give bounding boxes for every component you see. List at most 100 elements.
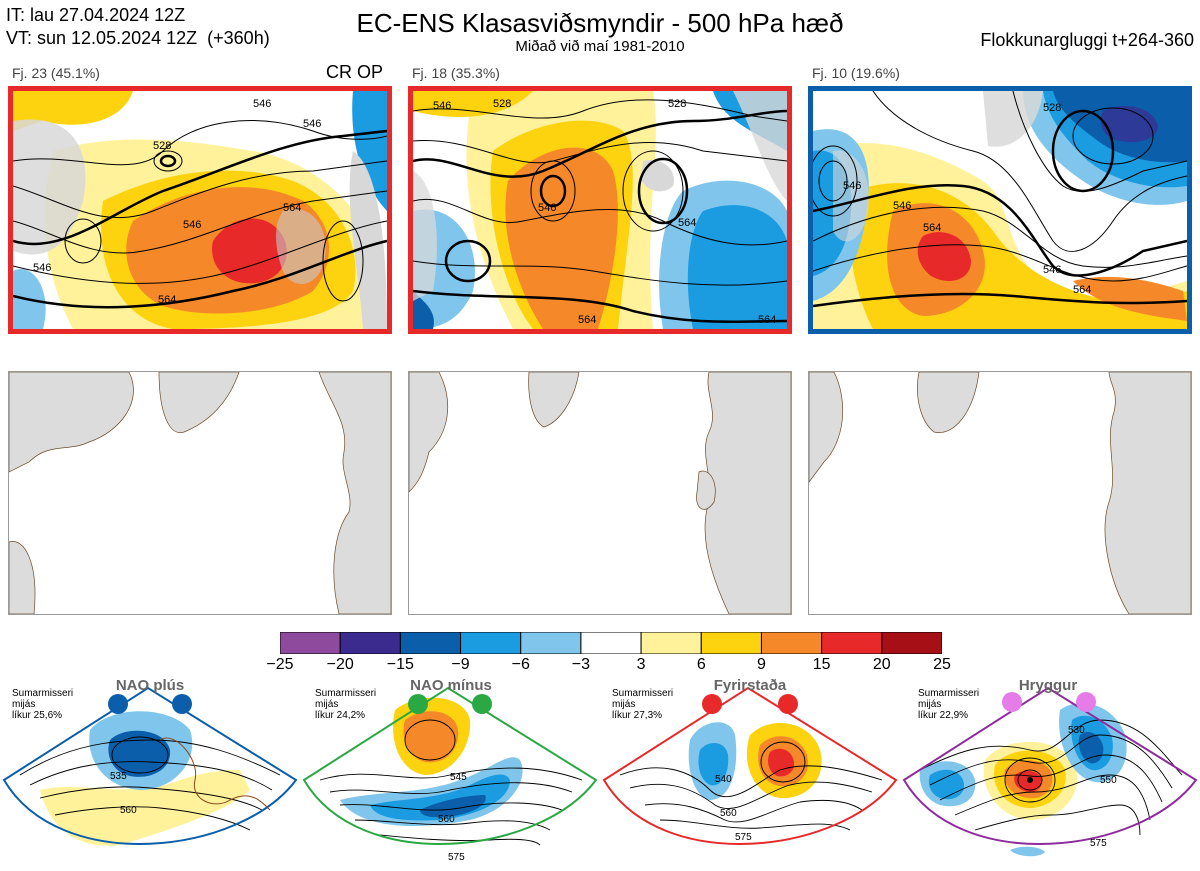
page-title: EC-ENS Klasasviðsmyndir - 500 hPa hæð xyxy=(356,8,844,38)
regime-3-marker xyxy=(778,694,798,714)
colorbar-tick-label: 15 xyxy=(812,656,831,673)
regime-2-marker xyxy=(408,694,428,714)
regime-2-level: 560 xyxy=(438,814,455,825)
cluster-1-label: Fj. 23 (45.1%) xyxy=(12,65,100,81)
regime-nao-minus: 545 560 575 xyxy=(300,680,600,870)
regime-blocking: 540 560 575 xyxy=(600,680,900,870)
cluster-2-contour-label: 528 xyxy=(668,98,686,110)
colorbar-tick-label: 25 xyxy=(933,656,951,673)
colorbar-swatch xyxy=(640,632,702,654)
cluster-2-label: Fj. 18 (35.3%) xyxy=(412,65,500,81)
cluster-3-contour-label: 546 xyxy=(843,180,861,192)
cluster-2-contour-label: 546 xyxy=(538,202,556,214)
regime-3-season: Sumarmisseri xyxy=(612,688,674,699)
regime-1-method: mijás xyxy=(12,699,36,710)
regime-4-info: Sumarmisseri mijás líkur 22,9% xyxy=(918,688,998,721)
cluster-1-contour-label: 546 xyxy=(33,262,51,274)
colorbar-swatch xyxy=(821,632,883,654)
cluster-2-anomaly-map: 546 528 528 546 564 564 564 xyxy=(413,91,787,329)
regime-1-level: 535 xyxy=(110,771,127,782)
regime-1-probability: líkur 25,6% xyxy=(12,710,63,721)
cluster-1-badge: CR OP xyxy=(326,62,384,82)
regime-1-level: 560 xyxy=(120,805,137,816)
colorbar-tick-label: 6 xyxy=(696,656,706,673)
regime-1-info: Sumarmisseri mijás líkur 25,6% xyxy=(12,688,92,721)
cluster-2-contour-label: 564 xyxy=(578,314,596,326)
anomaly-colorbar xyxy=(280,632,942,654)
colorbar-tick-label: −15 xyxy=(386,656,414,673)
cluster-2-contour-label: 528 xyxy=(493,98,511,110)
valid-time: VT: sun 12.05.2024 12Z xyxy=(6,28,198,48)
colorbar-tick-label: −3 xyxy=(571,656,591,673)
colorbar-swatch xyxy=(700,632,762,654)
colorbar-tick-label: −25 xyxy=(266,656,294,673)
base-map-2-land xyxy=(409,372,791,614)
base-map-1-land xyxy=(9,372,391,614)
regime-3-method: mijás xyxy=(612,699,636,710)
regime-nao-plus: 535 560 xyxy=(0,680,300,870)
colorbar-swatch xyxy=(580,632,642,654)
regime-4-season: Sumarmisseri xyxy=(918,688,980,699)
valid-time-row: VT: sun 12.05.2024 12Z (+360h) xyxy=(6,27,270,50)
cluster-2-contour-label: 564 xyxy=(678,217,696,229)
regime-4-level: 530 xyxy=(1068,725,1085,736)
cluster-3-contour-label: 546 xyxy=(1043,264,1061,276)
colorbar-swatch xyxy=(881,632,942,654)
cluster-2-map: 546 528 528 546 564 564 564 xyxy=(408,86,792,334)
colorbar-tick-label: 9 xyxy=(757,656,766,673)
init-time: IT: lau 27.04.2024 12Z xyxy=(6,5,186,25)
regime-3-level: 560 xyxy=(720,808,737,819)
regime-2-marker xyxy=(472,694,492,714)
regime-4-marker xyxy=(1076,692,1096,712)
regime-4-title: Hryggur xyxy=(1018,677,1078,694)
colorbar-tick-label: −20 xyxy=(326,656,354,673)
regime-2-level: 545 xyxy=(450,772,467,783)
colorbar-swatch xyxy=(339,632,401,654)
regime-3-info: Sumarmisseri mijás líkur 27,3% xyxy=(612,688,692,721)
page-subtitle: Miðað við maí 1981-2010 xyxy=(515,38,685,55)
cluster-1-contour-label: 546 xyxy=(183,219,201,231)
regime-2-level: 575 xyxy=(448,852,465,863)
regime-3-level: 540 xyxy=(715,774,732,785)
regime-1-marker xyxy=(108,694,128,714)
cluster-3-contour-label: 528 xyxy=(1043,102,1061,114)
cluster-3-contour-label: 546 xyxy=(893,200,911,212)
clustering-window: Flokkunargluggi t+264-360 xyxy=(980,30,1194,50)
lead-time: (+360h) xyxy=(207,28,270,48)
regime-1-title: NAO plús xyxy=(115,677,185,694)
cluster-1-contour-label: 528 xyxy=(153,140,171,152)
regime-4-level: 575 xyxy=(1090,838,1107,849)
cluster-3-label: Fj. 10 (19.6%) xyxy=(812,65,900,81)
cluster-3-contour-label: 564 xyxy=(923,222,941,234)
regime-2-title: NAO mínus xyxy=(410,677,492,694)
colorbar-tick-label: 20 xyxy=(872,656,891,673)
regime-3-title: Fyrirstaða xyxy=(713,677,787,694)
regime-4-level: 550 xyxy=(1100,775,1117,786)
regime-4-marker xyxy=(1002,692,1022,712)
regime-3-level: 575 xyxy=(735,832,752,843)
regime-1-season: Sumarmisseri xyxy=(12,688,74,699)
regime-4-method: mijás xyxy=(918,699,942,710)
cluster-3-contour-label: 564 xyxy=(1073,284,1091,296)
cluster-1-contour-label: 564 xyxy=(283,202,301,214)
base-map-1 xyxy=(8,371,392,615)
colorbar-tick-label: −6 xyxy=(511,656,530,673)
regime-1-marker xyxy=(172,694,192,714)
cluster-1-contour-label: 546 xyxy=(303,118,321,130)
base-map-2 xyxy=(408,371,792,615)
cluster-3-map: 546 528 546 564 546 564 xyxy=(808,86,1192,334)
regime-3-probability: líkur 27,3% xyxy=(612,710,663,721)
colorbar-swatch xyxy=(460,632,522,654)
cluster-1-anomaly-map: 546 528 546 546 564 564 546 xyxy=(13,91,387,329)
colorbar-swatch xyxy=(520,632,582,654)
cluster-1-contour-label: 546 xyxy=(253,98,271,110)
regime-3-marker xyxy=(702,694,722,714)
cluster-1-contour-label: 564 xyxy=(158,294,176,306)
regime-4-probability: líkur 22,9% xyxy=(918,710,969,721)
base-map-3-land xyxy=(809,372,1191,614)
colorbar-swatch xyxy=(399,632,462,654)
base-map-3 xyxy=(808,371,1192,615)
regime-2-probability: líkur 24,2% xyxy=(315,710,366,721)
cluster-2-contour-label: 546 xyxy=(433,100,451,112)
regime-2-method: mijás xyxy=(315,699,339,710)
